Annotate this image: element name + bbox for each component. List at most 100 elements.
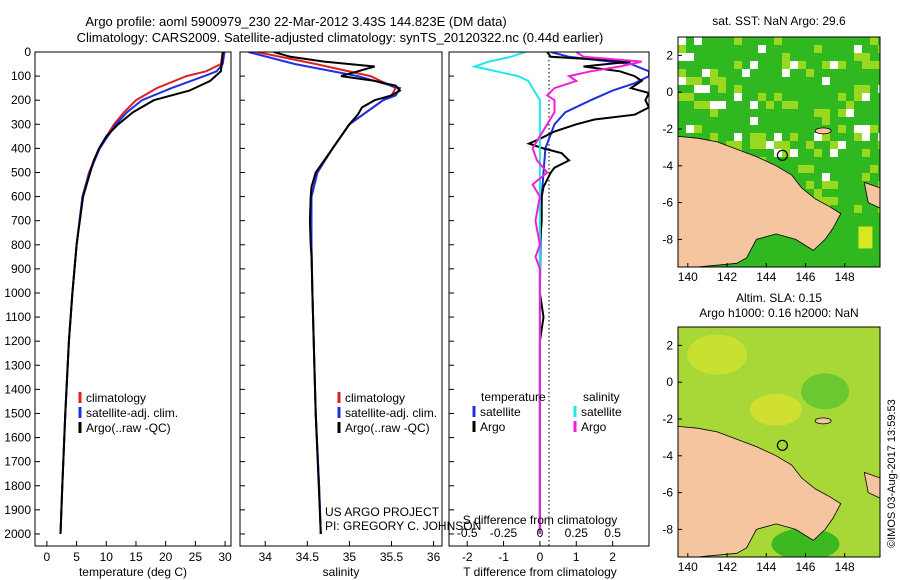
sst-cell	[822, 133, 830, 141]
temperature-series-line	[59, 52, 224, 535]
sst-cell	[702, 85, 710, 93]
sla-map-title-line2: Argo h1000: 0.16 h2000: NaN	[699, 306, 858, 320]
temperature-ytick-label: 0	[24, 45, 31, 59]
sst-cell	[774, 141, 782, 149]
new-guinea-land	[678, 425, 842, 557]
temperature-ytick-label: 1100	[5, 310, 31, 324]
temperature-ytick-label: 700	[11, 214, 31, 228]
imos-timestamp: ©IMOS 03-Aug-2017 13:59:53	[886, 399, 898, 548]
sst-cell	[750, 101, 758, 109]
temperature-ytick-label: 1400	[4, 382, 31, 396]
sst-cell	[878, 181, 880, 189]
temperature-ytick-label: 1000	[4, 286, 31, 300]
sst-cell	[806, 141, 814, 149]
map-xtick-label: 142	[717, 560, 737, 574]
map-ytick-label: -2	[662, 412, 673, 426]
sst-cell	[878, 61, 880, 69]
sst-cell	[774, 93, 782, 101]
sst-cell	[678, 93, 686, 101]
sst-cell	[750, 133, 758, 141]
map-xtick-label: 144	[756, 560, 776, 574]
temperature-series-line	[59, 52, 224, 535]
sst-cell	[822, 117, 830, 125]
sla-low-patch	[771, 528, 840, 557]
sst-cell	[862, 53, 870, 61]
t-difference-xtick-label: 2	[609, 550, 616, 564]
sst-cell	[790, 149, 798, 157]
sst-cell	[854, 85, 862, 93]
sst-cell	[854, 53, 862, 61]
sst-cell	[822, 173, 830, 181]
sla-map-title-line1: Altim. SLA: 0.15	[736, 291, 822, 305]
map-xtick-label: 146	[795, 560, 815, 574]
sst-cell	[766, 101, 774, 109]
sst-cell	[830, 141, 838, 149]
sst-cell	[878, 205, 880, 213]
temperature-ytick-label: 900	[11, 262, 31, 276]
map-ytick-label: 0	[666, 85, 673, 99]
temperature-ytick-label: 1500	[4, 406, 31, 420]
sst-cell	[774, 133, 782, 141]
sst-cell	[718, 77, 726, 85]
sst-cell	[718, 85, 726, 93]
s-difference-xtick-label: 0.5	[604, 526, 621, 540]
sst-cell	[798, 165, 806, 173]
sst-cell	[710, 133, 718, 141]
t-difference-xtick-label: -1	[498, 550, 509, 564]
sst-cell	[686, 53, 694, 61]
temperature-xtick-label: 10	[100, 550, 114, 564]
temperature-ytick-label: 1900	[4, 503, 31, 517]
sst-cell	[694, 125, 702, 133]
difference-series-line	[531, 52, 642, 534]
salinity-xtick-label: 34.5	[296, 550, 320, 564]
sst-cell	[878, 85, 880, 93]
sst-cell	[878, 133, 880, 141]
sst-cell	[758, 93, 766, 101]
temperature-series-group	[59, 52, 226, 535]
sst-cell	[782, 141, 790, 149]
map-ytick-label: -8	[662, 232, 673, 246]
sst-map-panel: sat. SST: NaN Argo: 29.6 2 0 -2 -4 -6 -8 140 14…	[662, 14, 881, 284]
sst-cell	[830, 61, 838, 69]
sst-cell	[782, 69, 790, 77]
sst-cell	[854, 93, 862, 101]
sst-cell	[782, 149, 790, 157]
s-difference-xtick-label: -0.5	[457, 526, 478, 540]
map-ytick-label: 2	[666, 48, 673, 62]
sst-cell	[814, 149, 822, 157]
sst-cell	[782, 53, 790, 61]
map-xtick-label: 140	[678, 270, 698, 284]
sst-cell	[838, 125, 846, 133]
salinity-panel: 34 34.5 35 35.5 36 salinity climatologysatel…	[239, 51, 481, 579]
sst-cell	[678, 45, 686, 53]
sst-cell	[854, 205, 862, 213]
temperature-xtick-label: 5	[73, 550, 80, 564]
sst-cell	[806, 181, 814, 189]
temperature-panel-frame	[34, 51, 232, 547]
temperature-series-line	[59, 52, 226, 535]
sst-cell	[862, 85, 870, 93]
salinity-xtick-label: 35	[343, 550, 357, 564]
temperature-axis-ticks: 0100200300400500600700800900100011001200…	[4, 45, 232, 564]
temperature-ytick-label: 1600	[4, 431, 31, 445]
sst-cell	[814, 133, 822, 141]
pi-annotation: PI: GREGORY C. JOHNSON	[325, 519, 481, 533]
sst-cell	[710, 77, 718, 85]
sst-cell	[734, 37, 742, 45]
map-ytick-label: -6	[662, 196, 673, 210]
map-xtick-label: 146	[795, 270, 815, 284]
map-ytick-label: -6	[662, 486, 673, 500]
sst-cell	[790, 101, 798, 109]
s-difference-xtick-label: 0	[537, 526, 544, 540]
s-difference-xtick-label: 0.25	[565, 526, 589, 540]
sst-cell	[846, 101, 854, 109]
temperature-ytick-label: 2000	[4, 527, 31, 541]
sst-cell	[846, 109, 854, 117]
sst-cell	[814, 189, 822, 197]
sst-cell	[862, 149, 870, 157]
sst-warm-patch	[858, 226, 873, 249]
sst-cell	[750, 61, 758, 69]
project-annotation: US ARGO PROJECT	[325, 505, 440, 519]
